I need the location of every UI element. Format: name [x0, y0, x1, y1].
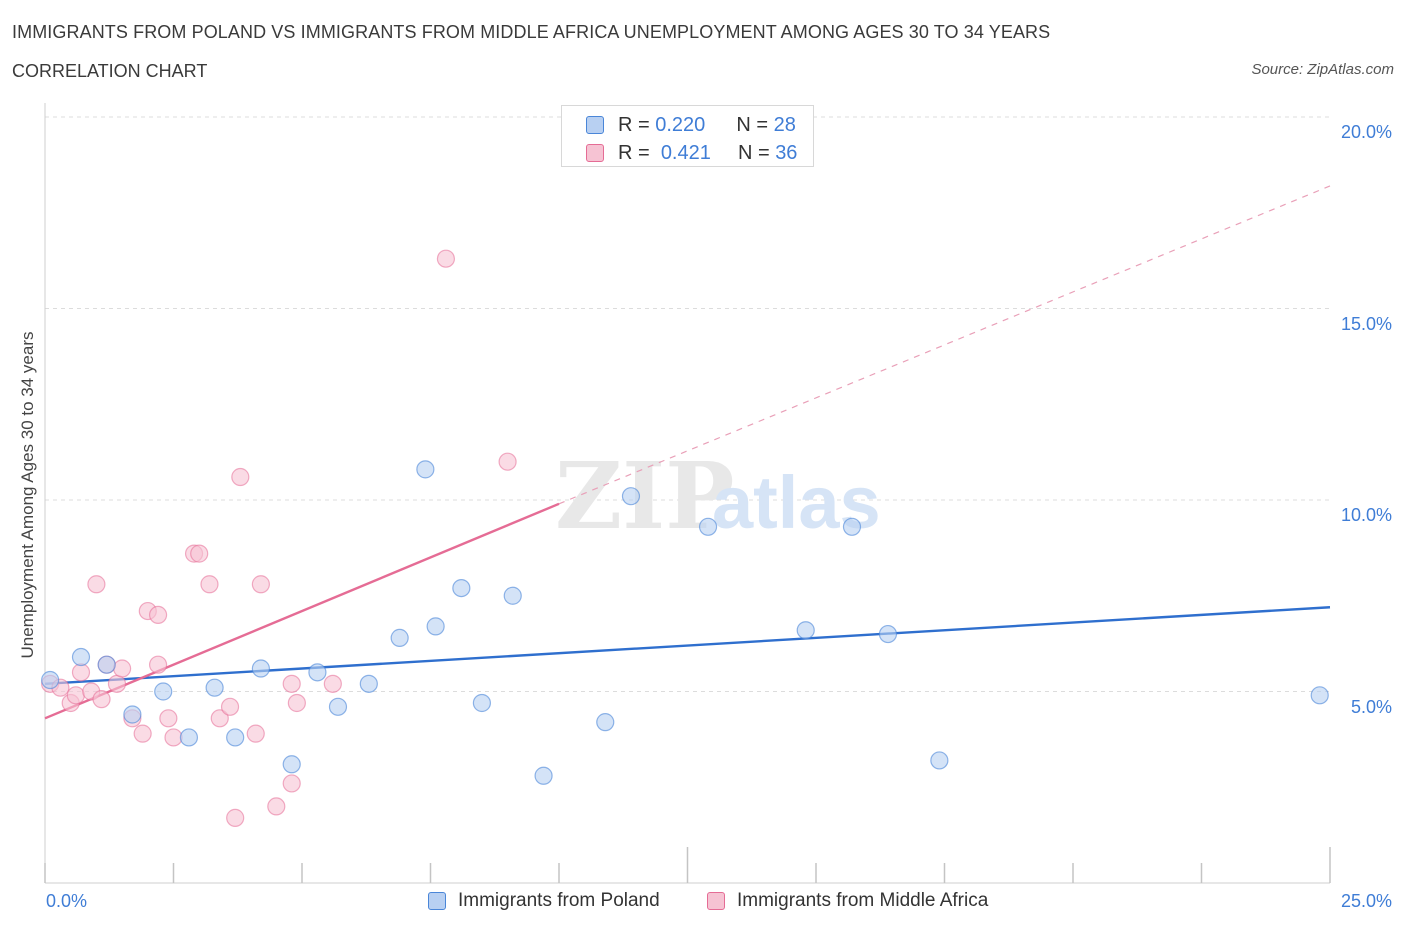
point-poland: [534, 766, 553, 785]
point-middle-africa: [107, 674, 127, 693]
x-tick-label-min: 0.0%: [46, 891, 88, 911]
chart-title: IMMIGRANTS FROM POLAND VS IMMIGRANTS FRO…: [12, 22, 1051, 42]
point-poland: [842, 517, 862, 536]
stats-row-middle-africa: R = 0.421 N = 36: [586, 141, 797, 165]
n-label: N =: [736, 113, 769, 136]
point-middle-africa: [190, 544, 209, 563]
point-middle-africa: [112, 659, 132, 678]
watermark: ZIP atlas: [555, 442, 881, 550]
legend-label: Immigrants from Middle Africa: [737, 890, 989, 911]
point-middle-africa: [436, 249, 456, 268]
point-poland: [308, 663, 327, 682]
chart-subtitle: CORRELATION CHART: [12, 61, 208, 81]
axes: [44, 103, 1331, 884]
point-poland: [1310, 686, 1329, 705]
r-value: 0.421: [660, 141, 711, 164]
point-middle-africa: [287, 693, 306, 713]
point-middle-africa: [87, 575, 106, 594]
point-middle-africa: [267, 797, 286, 816]
r-label: R =: [618, 141, 650, 164]
n-value: 36: [775, 141, 798, 164]
point-middle-africa: [498, 452, 517, 471]
point-middle-africa: [133, 724, 152, 743]
series-legend: Immigrants from Poland Immigrants from M…: [0, 890, 1406, 914]
n-value: 28: [773, 113, 796, 136]
point-middle-africa: [220, 697, 240, 716]
legend-label: Immigrants from Poland: [458, 890, 660, 911]
point-middle-africa: [148, 605, 168, 625]
y-tick-label: 20.0%: [1340, 122, 1392, 142]
point-poland: [930, 751, 949, 770]
data-points: [41, 249, 1329, 827]
stats-row-poland: R = 0.220 N = 28: [586, 113, 796, 137]
point-poland: [452, 578, 471, 598]
point-poland: [328, 697, 348, 716]
point-poland: [390, 628, 409, 647]
middle-africa-swatch: [707, 892, 725, 910]
point-middle-africa: [282, 774, 301, 793]
x-tick-label-max: 25.0%: [1340, 891, 1392, 911]
point-middle-africa: [282, 674, 301, 693]
middle-africa-swatch: [586, 144, 604, 162]
point-poland: [426, 617, 445, 636]
y-tick-label: 5.0%: [1350, 696, 1392, 717]
y-tick-label: 10.0%: [1340, 505, 1392, 525]
point-middle-africa: [71, 663, 91, 682]
point-middle-africa: [148, 655, 168, 674]
gridlines: [45, 116, 1330, 692]
point-middle-africa: [251, 575, 270, 594]
n-label: N =: [737, 141, 770, 164]
point-poland: [41, 670, 60, 690]
point-poland: [226, 728, 245, 747]
point-poland: [621, 487, 641, 506]
stats-legend: R = 0.220 N = 28 R = 0.421 N = 36: [561, 105, 814, 167]
point-poland: [796, 621, 815, 640]
point-poland: [698, 517, 718, 536]
legend-item-middle-africa[interactable]: Immigrants from Middle Africa: [707, 890, 988, 912]
point-poland: [154, 682, 173, 701]
point-poland: [97, 655, 116, 674]
point-middle-africa: [164, 728, 183, 747]
point-poland: [416, 460, 435, 479]
point-poland: [123, 705, 142, 724]
source-note: Source: ZipAtlas.com: [1251, 61, 1394, 78]
y-axis-title: Unemployment Among Ages 30 to 34 years: [18, 331, 37, 659]
point-poland: [282, 755, 301, 774]
y-tick-label: 15.0%: [1340, 313, 1392, 334]
point-poland: [71, 647, 91, 667]
point-poland: [503, 586, 522, 605]
point-middle-africa: [92, 690, 111, 709]
trend-line-middle-africa-extension: [558, 185, 1331, 505]
point-middle-africa: [246, 724, 265, 743]
point-middle-africa: [200, 575, 219, 594]
point-middle-africa: [226, 808, 245, 827]
point-middle-africa: [231, 467, 250, 487]
trend-line-poland: [44, 606, 1331, 686]
point-poland: [359, 674, 378, 693]
point-middle-africa: [323, 674, 342, 693]
point-middle-africa: [66, 686, 85, 705]
point-poland: [179, 728, 199, 747]
point-poland: [596, 713, 615, 732]
point-poland: [878, 624, 898, 644]
trend-line-middle-africa: [44, 502, 560, 720]
poland-swatch: [428, 892, 446, 910]
point-middle-africa: [210, 709, 229, 728]
r-label: R =: [618, 113, 650, 136]
point-poland: [472, 693, 491, 713]
point-poland: [205, 678, 224, 697]
r-value: 0.220: [655, 113, 706, 136]
point-poland: [251, 659, 270, 678]
poland-swatch: [586, 116, 604, 134]
legend-item-poland[interactable]: Immigrants from Poland: [428, 890, 660, 912]
point-middle-africa: [159, 709, 178, 728]
